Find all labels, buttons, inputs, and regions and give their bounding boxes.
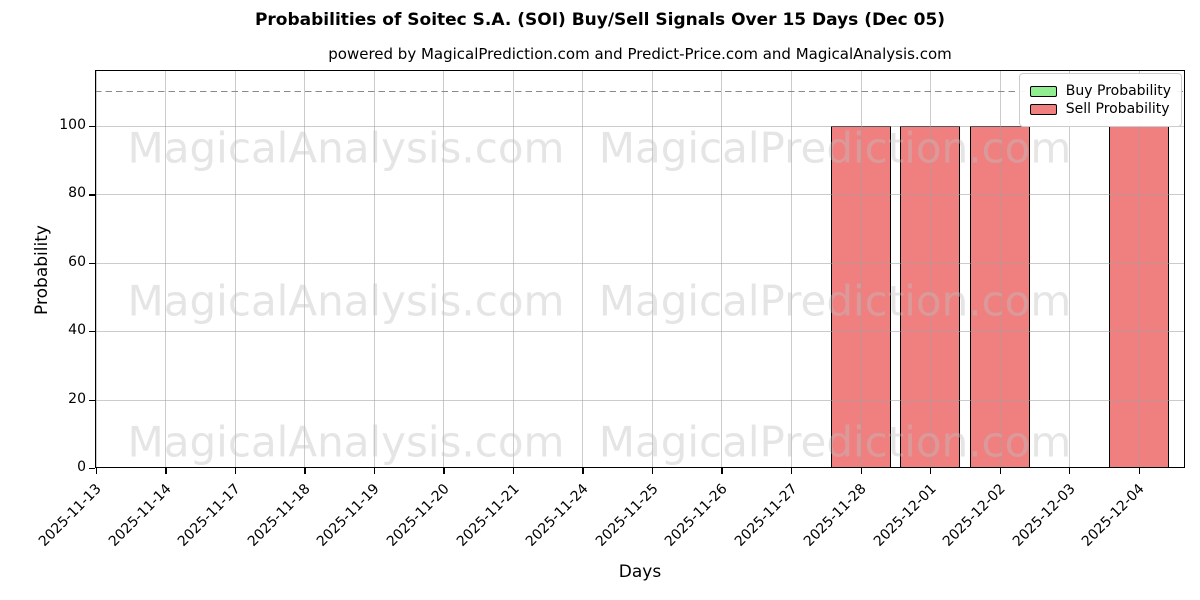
x-tick-label-2025-11-19: 2025-11-19 — [314, 481, 384, 550]
x-tick-mark-2025-11-24 — [582, 468, 584, 474]
gridline-x-2025-11-20 — [443, 70, 445, 468]
y-tick-label-0: 0 — [77, 459, 86, 475]
watermark-text: MagicalAnalysis.com — [127, 276, 565, 326]
x-tick-label-2025-11-21: 2025-11-21 — [453, 481, 523, 550]
gridline-x-2025-11-24 — [582, 70, 584, 468]
gridline-y-20 — [95, 399, 1185, 401]
gridline-x-2025-11-28 — [860, 70, 862, 468]
x-tick-mark-2025-11-25 — [651, 468, 654, 474]
gridline-x-2025-11-21 — [512, 70, 514, 468]
y-tick-mark-40 — [89, 331, 95, 333]
y-tick-mark-100 — [89, 125, 95, 128]
x-tick-label-2025-11-18: 2025-11-18 — [244, 481, 314, 550]
gridline-x-2025-11-17 — [234, 70, 236, 468]
gridline-y-80 — [95, 194, 1185, 196]
x-tick-label-2025-11-26: 2025-11-26 — [661, 481, 731, 550]
reference-line-110 — [95, 91, 1185, 93]
y-tick-label-100: 100 — [59, 116, 86, 133]
y-tick-label-80: 80 — [68, 185, 86, 202]
x-tick-label-2025-12-02: 2025-12-02 — [940, 481, 1009, 550]
x-tick-label-2025-12-04: 2025-12-04 — [1079, 481, 1148, 550]
y-tick-mark-0 — [89, 468, 95, 470]
y-tick-label-40: 40 — [68, 322, 86, 339]
x-tick-label-2025-12-03: 2025-12-03 — [1009, 481, 1079, 550]
x-tick-label-2025-11-14: 2025-11-14 — [105, 481, 175, 550]
x-tick-mark-2025-12-02 — [999, 468, 1001, 474]
buy-probability-swatch — [1029, 85, 1057, 97]
x-axis-label: Days — [618, 562, 662, 582]
x-tick-mark-2025-11-13 — [95, 468, 97, 474]
x-tick-mark-2025-12-03 — [1069, 468, 1071, 474]
gridline-y-60 — [95, 262, 1185, 264]
x-tick-mark-2025-11-19 — [373, 468, 376, 474]
x-tick-mark-2025-12-01 — [930, 468, 932, 474]
x-tick-label-2025-11-28: 2025-11-28 — [800, 481, 870, 550]
gridline-x-2025-11-13 — [95, 70, 97, 468]
gridline-x-2025-12-01 — [930, 70, 932, 468]
x-tick-label-2025-11-20: 2025-11-20 — [383, 481, 453, 550]
x-tick-label-2025-11-24: 2025-11-24 — [522, 481, 592, 550]
x-tick-mark-2025-11-18 — [304, 468, 306, 474]
gridline-y-100 — [95, 125, 1185, 127]
x-tick-mark-2025-11-26 — [721, 468, 723, 474]
x-tick-mark-2025-11-14 — [165, 468, 167, 474]
chart-subtitle: powered by MagicalPrediction.com and Pre… — [328, 45, 952, 63]
y-tick-label-60: 60 — [68, 253, 86, 270]
gridline-x-2025-11-14 — [165, 70, 167, 468]
gridline-x-2025-11-19 — [373, 70, 375, 468]
gridline-y-40 — [95, 331, 1185, 333]
watermark-text: MagicalAnalysis.com — [127, 123, 565, 173]
y-tick-mark-60 — [89, 262, 95, 264]
y-tick-mark-80 — [89, 194, 95, 196]
y-tick-label-20: 20 — [68, 390, 86, 407]
gridline-x-2025-11-26 — [721, 70, 723, 468]
x-tick-label-2025-11-13: 2025-11-13 — [36, 481, 106, 550]
x-tick-label-2025-11-17: 2025-11-17 — [175, 481, 245, 550]
sell-probability-swatch — [1029, 103, 1057, 115]
gridline-x-2025-12-03 — [1069, 70, 1071, 468]
chart-title: Probabilities of Soitec S.A. (SOI) Buy/S… — [254, 10, 946, 30]
x-tick-label-2025-12-01: 2025-12-01 — [870, 481, 940, 550]
x-tick-mark-2025-11-28 — [860, 468, 862, 474]
x-tick-mark-2025-11-27 — [791, 468, 793, 474]
x-tick-mark-2025-11-21 — [512, 468, 515, 474]
x-tick-label-2025-11-27: 2025-11-27 — [731, 481, 801, 550]
gridline-x-2025-11-27 — [791, 70, 792, 468]
gridline-x-2025-11-25 — [651, 70, 653, 468]
legend-item-buy: Buy Probability — [1029, 83, 1171, 99]
watermark-text: MagicalAnalysis.com — [127, 417, 565, 467]
x-tick-label-2025-11-25: 2025-11-25 — [592, 481, 662, 550]
gridline-x-2025-11-18 — [304, 70, 306, 468]
gridline-x-2025-12-02 — [999, 70, 1001, 468]
x-tick-mark-2025-11-20 — [443, 468, 445, 474]
legend: Buy Probability Sell Probability — [1018, 73, 1182, 127]
sell-probability-label: Sell Probability — [1065, 101, 1170, 117]
buy-probability-label: Buy Probability — [1065, 83, 1171, 99]
y-axis-label: Probability — [32, 225, 52, 315]
gridline-x-2025-12-04 — [1138, 70, 1140, 468]
x-tick-mark-2025-11-17 — [234, 468, 237, 474]
legend-item-sell: Sell Probability — [1029, 101, 1171, 117]
x-tick-mark-2025-12-04 — [1138, 468, 1140, 474]
y-tick-mark-20 — [89, 399, 95, 401]
